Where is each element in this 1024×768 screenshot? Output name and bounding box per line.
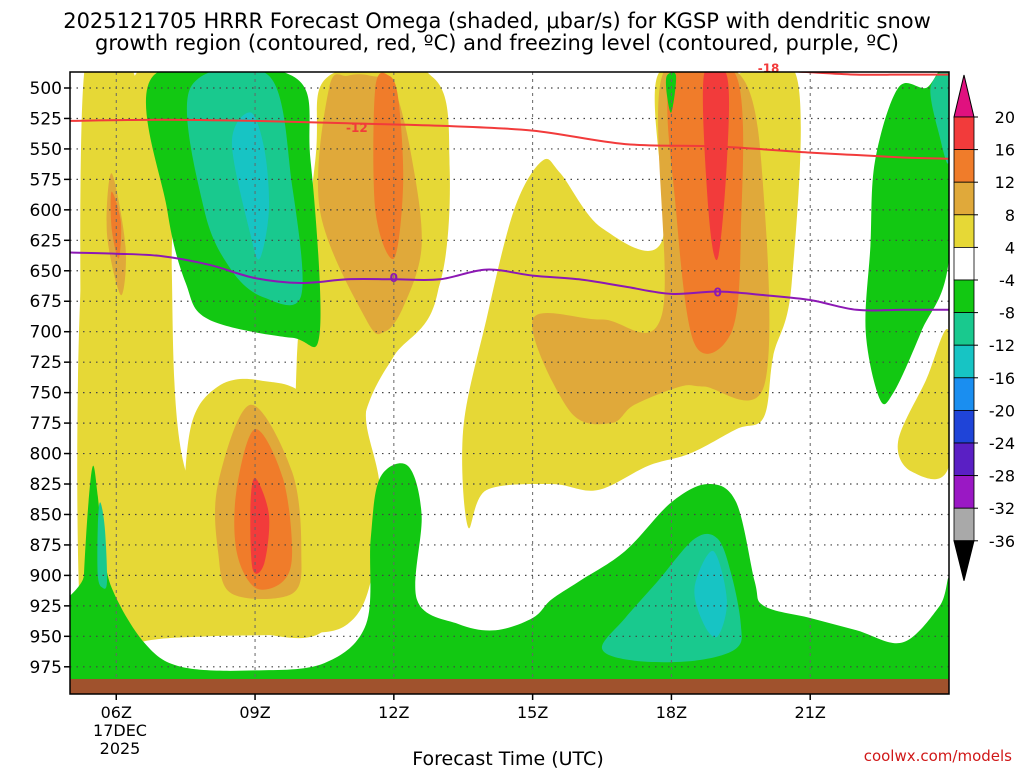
contour-line-2 — [70, 251, 949, 312]
y-tick-label-575: 575 — [30, 170, 62, 190]
colorbar-swatch-2 — [953, 181, 975, 216]
omega-region-19 — [665, 72, 677, 113]
y-tick-label-500: 500 — [30, 79, 62, 99]
colorbar-swatch-1 — [953, 149, 975, 183]
y-tick-label-825: 825 — [30, 475, 62, 495]
omega-region-25 — [694, 550, 727, 638]
date-label-year: 2025 — [100, 739, 141, 758]
colorbar-swatch-4 — [953, 246, 975, 281]
chart-title-line1: 2025121705 HRRR Forecast Omega (shaded, … — [63, 9, 931, 33]
chart-title-line2: growth region (contoured, red, ºC) and f… — [95, 31, 899, 55]
colorbar-label--12: -12 — [989, 336, 1015, 355]
x-axis-label: Forecast Time (UTC) — [412, 748, 603, 768]
y-tick-label-725: 725 — [30, 353, 62, 373]
contour-label-1: -18 — [758, 62, 780, 76]
contour-label-3: 0 — [714, 286, 722, 300]
colorbar-label-12: 12 — [995, 173, 1015, 192]
y-tick-label-775: 775 — [30, 414, 62, 434]
gridlines — [70, 72, 949, 694]
y-tick-label-750: 750 — [30, 384, 62, 404]
colorbar-swatch-12 — [953, 507, 975, 542]
colorbar-label--36: -36 — [989, 532, 1015, 551]
colorbar-label--16: -16 — [989, 369, 1015, 388]
omega-region-23 — [930, 72, 949, 164]
colorbar-bottom-arrow — [953, 540, 975, 581]
contour-line-1 — [786, 72, 949, 76]
y-tick-label-525: 525 — [30, 109, 62, 129]
x-tick-label-18Z: 18Z — [656, 703, 687, 722]
credit-text: coolwx.com/models — [864, 747, 1012, 765]
x-axis: 06Z 09Z 12Z 15Z 18Z 21Z — [101, 694, 826, 722]
colorbar-label-16: 16 — [995, 141, 1015, 160]
colorbar-label-8: 8 — [1005, 206, 1015, 225]
omega-region-21 — [97, 502, 108, 589]
y-axis: 500 525 550 575 600 625 650 675 700 725 750 775 800 8… — [30, 79, 70, 678]
colorbar-label-20: 20 — [995, 108, 1015, 127]
colorbar-label-4: 4 — [1005, 238, 1015, 257]
y-tick-label-700: 700 — [30, 323, 62, 343]
y-tick-label-800: 800 — [30, 445, 62, 465]
colorbar-swatch-6 — [953, 312, 975, 346]
contour-label-0: -12 — [346, 121, 368, 135]
y-tick-label-975: 975 — [30, 658, 62, 678]
y-tick-label-600: 600 — [30, 201, 62, 221]
y-tick-label-950: 950 — [30, 627, 62, 647]
y-tick-label-900: 900 — [30, 566, 62, 586]
y-tick-label-675: 675 — [30, 292, 62, 312]
plot-frame — [69, 71, 950, 695]
y-tick-label-550: 550 — [30, 140, 62, 160]
colorbar: 20 16 12 8 4 -4 -8 -12 -16 -20 -24 -28 -32 -36 — [953, 74, 1015, 581]
y-tick-label-925: 925 — [30, 597, 62, 617]
omega-region-18 — [865, 72, 949, 405]
colorbar-swatch-3 — [953, 214, 975, 248]
colorbar-swatch-0 — [953, 116, 975, 150]
date-label-day: 17DEC — [93, 721, 147, 740]
colorbar-swatch-7 — [953, 344, 975, 379]
omega-region-10 — [373, 72, 404, 260]
colorbar-top-arrow — [953, 74, 975, 118]
colorbar-label--24: -24 — [989, 434, 1015, 453]
colorbar-label--8: -8 — [999, 304, 1015, 323]
contour-line-0 — [70, 118, 949, 160]
x-tick-label-21Z: 21Z — [795, 703, 826, 722]
colorbar-swatch-8 — [953, 377, 975, 411]
contour-label-2: 0 — [390, 271, 398, 285]
colorbar-swatch-9 — [953, 409, 975, 444]
omega-region-14 — [702, 72, 730, 261]
x-tick-label-06Z: 06Z — [101, 703, 132, 722]
colorbar-label--20: -20 — [989, 401, 1015, 420]
colorbar-label--32: -32 — [989, 499, 1015, 518]
omega-region-5 — [897, 329, 949, 480]
x-tick-label-15Z: 15Z — [517, 703, 548, 722]
y-tick-label-875: 875 — [30, 536, 62, 556]
omega-region-13 — [110, 191, 122, 259]
contour-lines — [70, 72, 949, 312]
omega-region-1 — [79, 72, 136, 691]
colorbar-swatch-5 — [953, 279, 975, 313]
colorbar-swatch-10 — [953, 442, 975, 476]
colorbar-label--28: -28 — [989, 467, 1015, 486]
y-tick-label-850: 850 — [30, 505, 62, 525]
surface-band — [70, 678, 949, 694]
x-tick-label-12Z: 12Z — [378, 703, 409, 722]
x-tick-label-09Z: 09Z — [239, 703, 270, 722]
y-tick-label-650: 650 — [30, 262, 62, 282]
colorbar-label--4: -4 — [999, 271, 1015, 290]
omega-shading — [70, 72, 949, 694]
y-tick-label-625: 625 — [30, 231, 62, 251]
colorbar-swatch-11 — [953, 475, 975, 509]
